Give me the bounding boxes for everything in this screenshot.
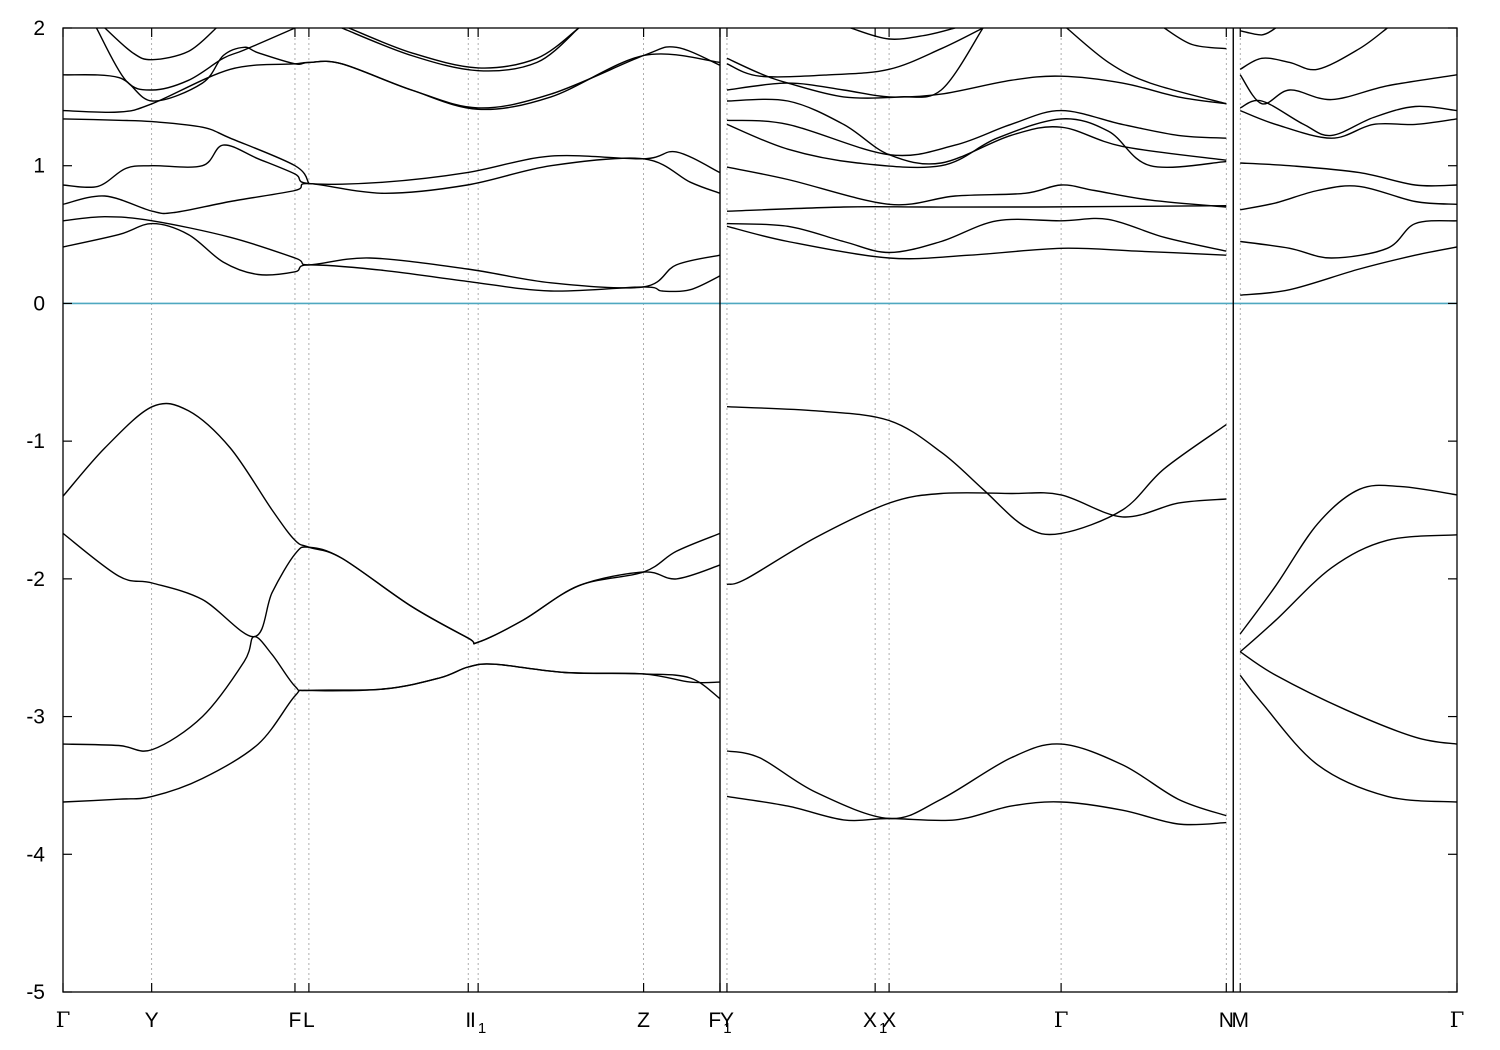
x-tick-label: Γ [1450,1008,1465,1032]
band-line [1240,246,1457,296]
x-tick-label: Γ [1054,1008,1069,1032]
band-line [726,109,1227,157]
band-line [63,663,721,803]
x-tick-label: Y [145,1009,159,1032]
band-line [104,28,217,61]
band-line [850,28,956,40]
band-line [1239,28,1388,71]
y-tick-label: -1 [26,430,45,453]
band-line [726,205,1227,212]
y-tick-label: 1 [33,155,45,178]
band-line [63,118,310,185]
band-line [348,28,580,69]
band-line [1239,99,1457,137]
band-line [1239,534,1457,653]
band-line [1066,28,1227,105]
y-tick-label: -4 [26,843,45,866]
band-line [726,75,1227,105]
band-line [1239,651,1457,745]
band-line [1239,74,1457,105]
band-line [63,215,721,289]
band-line [726,743,1227,820]
x-tick-label: Γ [56,1008,71,1032]
path-breaks [719,28,1234,992]
band-line [726,98,1227,165]
x-tick-label: I [465,1009,471,1032]
x-tick-label: L [303,1009,315,1032]
band-line [1240,185,1457,211]
y-tick-label: 2 [33,17,45,40]
kpoint-gridlines [151,28,1241,992]
y-tick-label: 0 [33,292,45,315]
band-line [63,144,721,189]
x-axis-ticks: Γ Y F L II 1 Z F 1Y X 1X Γ NM Γ [56,28,1465,1037]
x-tick-label: Z [637,1009,650,1032]
band-line [1239,674,1457,803]
bands [63,28,1457,826]
band-line [726,225,1227,260]
band-line [726,492,1227,586]
band-line [1239,109,1457,139]
y-tick-label: -2 [26,568,45,591]
band-line [95,28,296,91]
band-line [726,28,984,78]
band-line [341,28,580,72]
band-line [726,28,984,99]
y-tick-label: -5 [26,981,45,1004]
band-line [63,532,721,645]
band-line [63,222,721,293]
band-line [1163,28,1227,50]
band-line [63,402,721,645]
band-line [726,406,1227,536]
band-line [726,166,1227,208]
y-tick-label: -3 [26,706,45,729]
band-line [726,795,1227,826]
band-line [63,635,721,752]
x-tick-label: Y [720,1009,734,1032]
x-tick-label: F [289,1009,302,1032]
band-line [726,118,1227,169]
x-tick-label: M [1231,1009,1249,1032]
band-line [1240,219,1457,259]
y-axis-ticks: -5 -4 -3 -2 -1 0 1 2 [26,17,1457,1004]
x-tick-label: N [1219,1009,1234,1032]
band-line [63,46,721,109]
band-line [1240,28,1277,36]
band-line [1239,484,1457,635]
band-line [726,217,1227,254]
plot-frame [62,27,1458,993]
band-line [1240,162,1457,187]
x-tick-label: X [882,1009,896,1032]
